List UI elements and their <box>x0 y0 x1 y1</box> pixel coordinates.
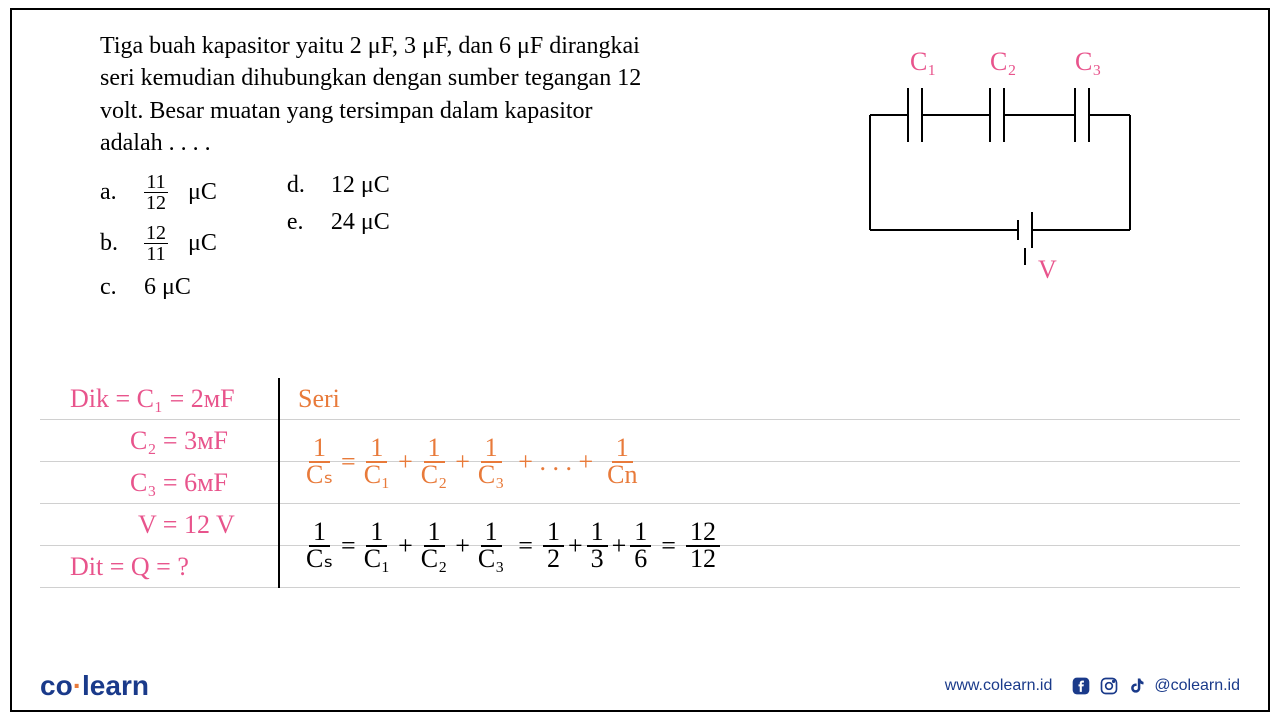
option-letter: b. <box>100 230 124 257</box>
given-v: V = 12 V <box>70 504 264 546</box>
option-letter: d. <box>287 172 311 199</box>
label-c2: C₂ <box>990 47 1016 76</box>
given-column: Dik = C₁ = 2ᴍF C₂ = 3ᴍF C₃ = 6ᴍF V = 12 … <box>60 378 280 588</box>
option-letter: a. <box>100 179 124 206</box>
option-d: d. 12 μC <box>287 172 390 199</box>
option-letter: c. <box>100 274 124 301</box>
question-block: Tiga buah kapasitor yaitu 2 μF, 3 μF, da… <box>100 30 660 301</box>
facebook-icon <box>1070 675 1092 697</box>
footer: co·learn www.colearn.id @colearn.id <box>40 670 1240 702</box>
brand-dot-icon: · <box>73 670 82 701</box>
footer-url: www.colearn.id <box>945 677 1053 695</box>
instagram-icon <box>1098 675 1120 697</box>
social-icons: @colearn.id <box>1070 675 1240 697</box>
option-b: b. 12 11 μC <box>100 223 217 264</box>
tiktok-icon <box>1126 675 1148 697</box>
value: 24 μC <box>331 209 390 236</box>
given-c2: C₂ = 3ᴍF <box>70 420 264 462</box>
ruled-line <box>40 588 1240 630</box>
question-text: Tiga buah kapasitor yaitu 2 μF, 3 μF, da… <box>100 30 660 160</box>
brand-left: co <box>40 670 73 701</box>
label-v: V <box>1038 255 1057 284</box>
footer-handle: @colearn.id <box>1154 677 1240 695</box>
work-content: Dik = C₁ = 2ᴍF C₂ = 3ᴍF C₃ = 6ᴍF V = 12 … <box>60 378 724 588</box>
work-area: Dik = C₁ = 2ᴍF C₂ = 3ᴍF C₃ = 6ᴍF V = 12 … <box>40 378 1240 630</box>
option-c: c. 6 μC <box>100 274 217 301</box>
fraction: 11 12 <box>144 172 168 213</box>
value: 12 μC <box>331 172 390 199</box>
option-letter: e. <box>287 209 311 236</box>
series-formula: 1Cₛ = 1C₁ + 1C₂ + 1C₃ + . . . + 1Cn <box>298 420 724 504</box>
options-col-1: a. 11 12 μC b. 12 11 μC c. 6 μC <box>100 172 217 301</box>
circuit-diagram: C₁ C₂ C₃ <box>850 40 1170 310</box>
option-e: e. 24 μC <box>287 209 390 236</box>
asked-q: Dit = Q = ? <box>70 546 264 588</box>
label-c1: C₁ <box>910 47 936 76</box>
series-calc: 1Cₛ = 1C₁ + 1C₂ + 1C₃ = 12 + 13 + 16 = 1… <box>298 504 724 588</box>
footer-right: www.colearn.id @colearn.id <box>945 675 1240 697</box>
options-col-2: d. 12 μC e. 24 μC <box>287 172 390 301</box>
seri-label: Seri <box>298 378 724 420</box>
label-c3: C₃ <box>1075 47 1101 76</box>
fraction: 12 11 <box>144 223 168 264</box>
given-c1: Dik = C₁ = 2ᴍF <box>70 378 264 420</box>
brand-logo: co·learn <box>40 670 149 702</box>
unit: μC <box>188 179 217 206</box>
options: a. 11 12 μC b. 12 11 μC c. 6 μC <box>100 172 660 301</box>
brand-right: learn <box>82 670 149 701</box>
given-c3: C₃ = 6ᴍF <box>70 462 264 504</box>
option-a: a. 11 12 μC <box>100 172 217 213</box>
value: 6 μC <box>144 274 191 301</box>
solution-column: Seri 1Cₛ = 1C₁ + 1C₂ + 1C₃ + . . . + 1Cn… <box>280 378 724 588</box>
unit: μC <box>188 230 217 257</box>
